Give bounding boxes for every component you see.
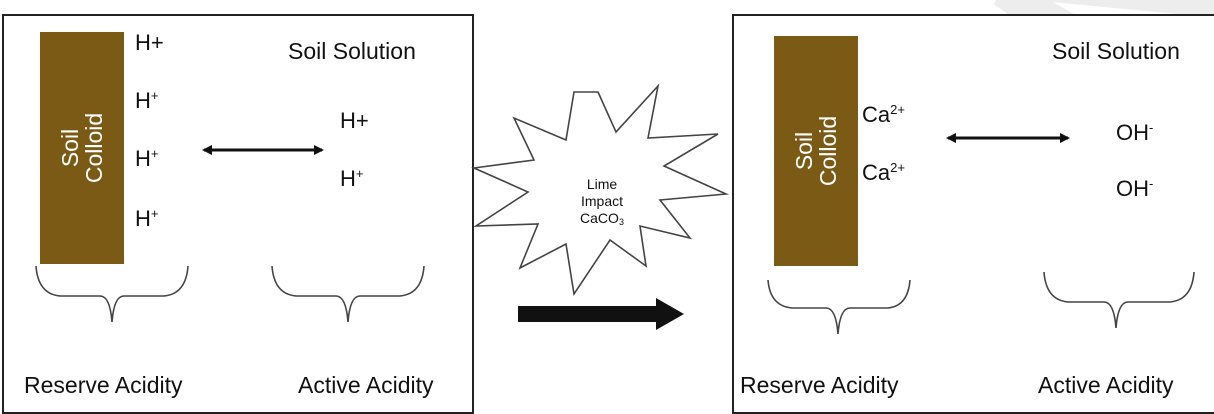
reserve-acidity-caption-before: Reserve Acidity bbox=[24, 372, 183, 398]
adsorbed-ion: Ca2+ bbox=[862, 102, 905, 127]
soil-colloid-after: Soil Colloid bbox=[774, 36, 858, 266]
before-panel: Soil Colloid H+ H+ H+ H+ Soil Solution H+… bbox=[2, 14, 474, 414]
reserve-brace-after bbox=[767, 279, 911, 335]
solution-ion: H+ bbox=[340, 166, 364, 191]
active-brace-before bbox=[271, 265, 425, 323]
transition-arrow bbox=[518, 298, 684, 330]
solution-ion: OH- bbox=[1116, 176, 1154, 201]
soil-colloid-before: Soil Colloid bbox=[40, 32, 124, 264]
adsorbed-ion: H+ bbox=[135, 30, 164, 55]
lime-impact-starburst bbox=[471, 83, 730, 297]
solution-ion: H+ bbox=[340, 108, 369, 133]
active-brace-after bbox=[1043, 271, 1195, 329]
adsorbed-ion: H+ bbox=[135, 146, 159, 171]
adsorbed-ion: Ca2+ bbox=[862, 160, 905, 185]
solution-ion: OH- bbox=[1116, 120, 1154, 145]
soil-solution-title-before: Soil Solution bbox=[288, 38, 416, 64]
reserve-acidity-caption-after: Reserve Acidity bbox=[740, 372, 899, 398]
after-panel: Soil Colloid Ca2+ Ca2+ Soil Solution OH- … bbox=[732, 14, 1214, 414]
adsorbed-ion: H+ bbox=[135, 88, 159, 113]
lime-impact-label: Lime Impact CaCO3 bbox=[580, 176, 624, 227]
adsorbed-ion: H+ bbox=[135, 206, 159, 231]
active-acidity-caption-after: Active Acidity bbox=[1038, 372, 1174, 398]
reserve-brace-before bbox=[35, 265, 189, 323]
active-acidity-caption-before: Active Acidity bbox=[298, 372, 434, 398]
soil-solution-title-after: Soil Solution bbox=[1052, 38, 1180, 64]
